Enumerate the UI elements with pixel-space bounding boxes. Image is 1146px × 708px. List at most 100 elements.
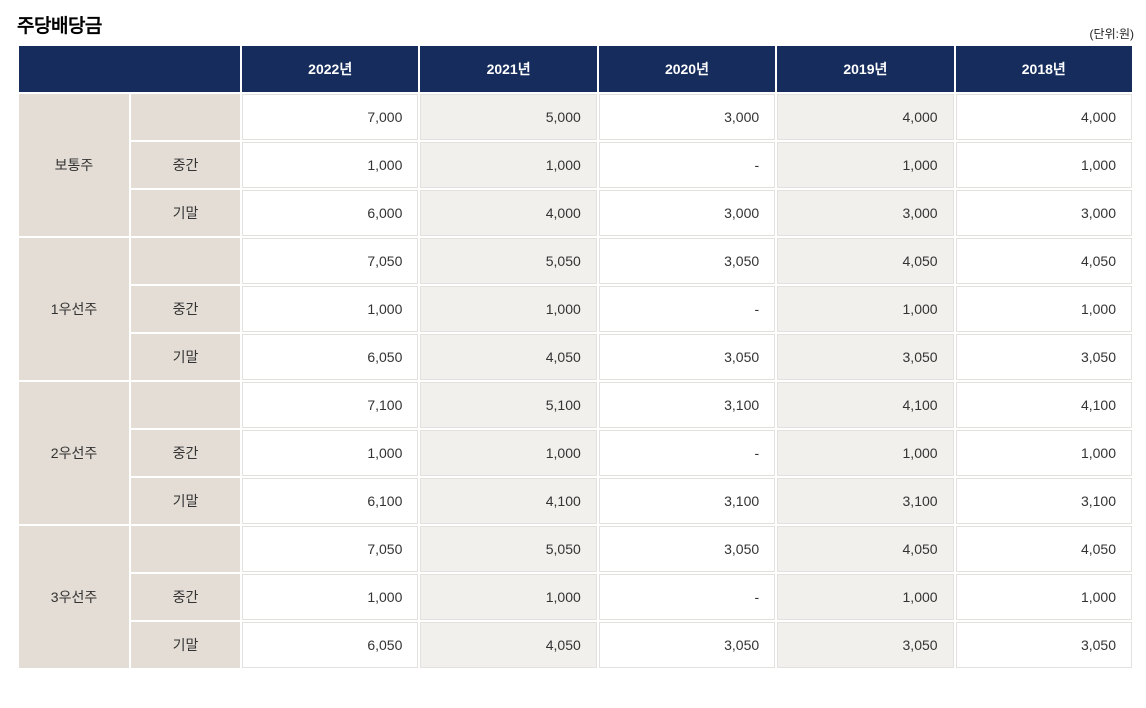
data-cell: 1,000: [777, 430, 954, 476]
data-cell: 3,050: [598, 526, 776, 572]
data-cell: 3,000: [777, 190, 954, 236]
data-cell: 1,000: [955, 430, 1132, 476]
data-cell: 4,050: [420, 334, 597, 380]
row-sublabel-interim: 중간: [131, 430, 240, 476]
stock-class-label-pref2: 2우선주: [19, 382, 129, 524]
data-cell: 1,000: [777, 574, 954, 620]
data-cell: 5,050: [420, 526, 597, 572]
row-sublabel: [131, 238, 240, 284]
page-title: 주당배당금: [17, 15, 102, 37]
data-cell: 3,050: [955, 622, 1132, 668]
data-cell: 1,000: [420, 286, 597, 332]
data-cell: -: [598, 430, 776, 476]
year-header-2021: 2021년: [420, 46, 597, 92]
row-sublabel: [131, 94, 240, 140]
data-cell: 1,000: [420, 430, 597, 476]
data-cell: 1,000: [777, 142, 954, 188]
data-cell: 4,050: [955, 238, 1132, 284]
data-cell: 1,000: [242, 142, 419, 188]
year-header-2019: 2019년: [777, 46, 954, 92]
data-cell: 4,100: [777, 382, 954, 428]
corner-cell: [19, 46, 240, 92]
data-cell: 5,050: [420, 238, 597, 284]
data-cell: 3,100: [955, 478, 1132, 524]
data-cell: 1,000: [242, 430, 419, 476]
data-cell: 4,000: [777, 94, 954, 140]
row-sublabel-yearend: 기말: [131, 190, 240, 236]
section-header: 주당배당금 (단위:원): [17, 0, 1134, 44]
table-row: 2우선주 7,100 5,100 3,100 4,100 4,100: [19, 382, 1132, 524]
data-cell: 4,050: [777, 526, 954, 572]
table-row: 중간 1,000 1,000 - 1,000 1,000: [19, 430, 1132, 476]
data-cell: 3,050: [777, 334, 954, 380]
table-row: 중간 1,000 1,000 - 1,000 1,000: [19, 142, 1132, 188]
unit-label: (단위:원): [1089, 27, 1134, 41]
data-cell: 3,050: [777, 622, 954, 668]
stock-class-label-pref1: 1우선주: [19, 238, 129, 380]
table-row: 기말 6,000 4,000 3,000 3,000 3,000: [19, 190, 1132, 236]
data-cell: 6,100: [242, 478, 419, 524]
year-header-2018: 2018년: [955, 46, 1132, 92]
table-row: 기말 6,050 4,050 3,050 3,050 3,050: [19, 622, 1132, 668]
data-cell: -: [598, 574, 776, 620]
stock-class-label-common: 보통주: [19, 94, 129, 236]
data-cell: 1,000: [955, 574, 1132, 620]
data-cell: 4,000: [955, 94, 1132, 140]
data-cell: 1,000: [420, 574, 597, 620]
data-cell: 4,100: [955, 382, 1132, 428]
table-row: 기말 6,050 4,050 3,050 3,050 3,050: [19, 334, 1132, 380]
data-cell: 1,000: [242, 574, 419, 620]
table-row: 중간 1,000 1,000 - 1,000 1,000: [19, 286, 1132, 332]
data-cell: 1,000: [777, 286, 954, 332]
table-row: 중간 1,000 1,000 - 1,000 1,000: [19, 574, 1132, 620]
data-cell: 6,050: [242, 334, 419, 380]
data-cell: 3,000: [598, 190, 776, 236]
year-header-2022: 2022년: [242, 46, 419, 92]
year-header-2020: 2020년: [598, 46, 776, 92]
data-cell: 3,050: [955, 334, 1132, 380]
data-cell: 1,000: [955, 142, 1132, 188]
data-cell: 1,000: [420, 142, 597, 188]
data-cell: 5,000: [420, 94, 597, 140]
data-cell: 3,100: [598, 478, 776, 524]
row-sublabel-yearend: 기말: [131, 622, 240, 668]
data-cell: 7,100: [242, 382, 419, 428]
data-cell: 7,050: [242, 238, 419, 284]
row-sublabel-interim: 중간: [131, 574, 240, 620]
data-cell: 3,000: [598, 94, 776, 140]
data-cell: 5,100: [420, 382, 597, 428]
data-cell: 1,000: [955, 286, 1132, 332]
data-cell: 4,050: [955, 526, 1132, 572]
data-cell: 3,000: [955, 190, 1132, 236]
data-cell: 6,050: [242, 622, 419, 668]
dividend-per-share-section: 주당배당금 (단위:원) 2022년 2021년 2020년 2019년 201…: [17, 0, 1134, 670]
data-cell: 4,000: [420, 190, 597, 236]
row-sublabel-interim: 중간: [131, 142, 240, 188]
data-cell: -: [598, 142, 776, 188]
table-row: 1우선주 7,050 5,050 3,050 4,050 4,050: [19, 238, 1132, 380]
row-sublabel: [131, 526, 240, 572]
dividend-table: 2022년 2021년 2020년 2019년 2018년 보통주 7,000 …: [17, 44, 1134, 670]
row-sublabel: [131, 382, 240, 428]
data-cell: 3,050: [598, 622, 776, 668]
data-cell: 3,050: [598, 238, 776, 284]
row-sublabel-yearend: 기말: [131, 334, 240, 380]
data-cell: 3,100: [598, 382, 776, 428]
data-cell: 1,000: [242, 286, 419, 332]
data-cell: 4,050: [420, 622, 597, 668]
table-row: 보통주 7,000 5,000 3,000 4,000 4,000: [19, 94, 1132, 236]
data-cell: 3,050: [598, 334, 776, 380]
stock-class-label-pref3: 3우선주: [19, 526, 129, 668]
data-cell: 6,000: [242, 190, 419, 236]
data-cell: 4,050: [777, 238, 954, 284]
data-cell: -: [598, 286, 776, 332]
table-row: 3우선주 7,050 5,050 3,050 4,050 4,050: [19, 526, 1132, 668]
row-sublabel-interim: 중간: [131, 286, 240, 332]
data-cell: 3,100: [777, 478, 954, 524]
data-cell: 4,100: [420, 478, 597, 524]
table-row: 기말 6,100 4,100 3,100 3,100 3,100: [19, 478, 1132, 524]
row-sublabel-yearend: 기말: [131, 478, 240, 524]
data-cell: 7,000: [242, 94, 419, 140]
data-cell: 7,050: [242, 526, 419, 572]
table-header-row: 2022년 2021년 2020년 2019년 2018년: [19, 46, 1132, 92]
